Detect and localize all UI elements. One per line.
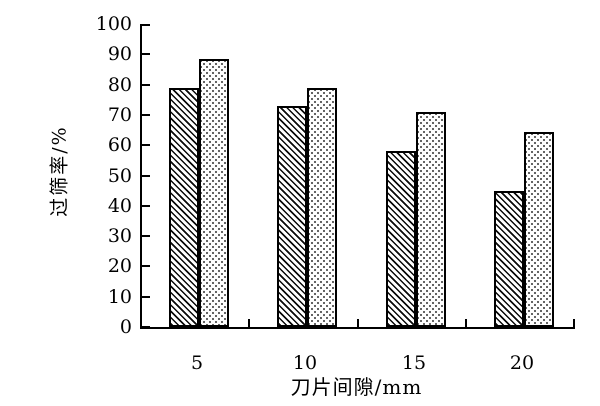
x-category-label-15: 15: [401, 352, 427, 374]
x-axis-title: 刀片间隙/mm: [290, 375, 423, 399]
y-tick-label-50: 50: [107, 165, 132, 187]
y-tick-label-80: 80: [107, 74, 132, 96]
bar-hatched-series-15mm: [386, 151, 416, 327]
plot-area: [140, 24, 575, 329]
bar-dotted-series-15mm: [416, 112, 446, 327]
x-tick-3: [465, 319, 467, 327]
y-tick-40: [142, 205, 150, 207]
x-tick-2: [357, 319, 359, 327]
y-tick-0: [142, 326, 150, 328]
y-tick-20: [142, 265, 150, 267]
bar-hatched-series-10mm: [277, 106, 307, 327]
bar-dotted-series-5mm: [199, 59, 229, 327]
y-tick-70: [142, 114, 150, 116]
x-category-label-10: 10: [292, 352, 318, 374]
y-tick-30: [142, 235, 150, 237]
y-tick-10: [142, 296, 150, 298]
bar-dotted-series-10mm: [307, 88, 337, 327]
y-tick-label-70: 70: [107, 104, 132, 126]
y-tick-label-10: 10: [107, 286, 132, 308]
bar-hatched-series-20mm: [494, 191, 524, 327]
y-tick-label-60: 60: [107, 134, 132, 156]
y-tick-50: [142, 175, 150, 177]
y-tick-label-20: 20: [107, 255, 132, 277]
y-tick-label-30: 30: [107, 225, 132, 247]
x-category-label-20: 20: [509, 352, 535, 374]
x-tick-4: [573, 319, 575, 327]
x-tick-1: [248, 319, 250, 327]
y-tick-label-100: 100: [95, 13, 132, 35]
y-tick-90: [142, 53, 150, 55]
x-category-label-5: 5: [190, 352, 204, 374]
y-tick-80: [142, 84, 150, 86]
y-tick-100: [142, 24, 150, 26]
y-tick-60: [142, 144, 150, 146]
y-tick-label-90: 90: [107, 43, 132, 65]
y-tick-label-40: 40: [107, 195, 132, 217]
y-tick-label-0: 0: [119, 316, 132, 338]
bar-dotted-series-20mm: [524, 132, 554, 327]
bar-hatched-series-5mm: [169, 88, 199, 327]
